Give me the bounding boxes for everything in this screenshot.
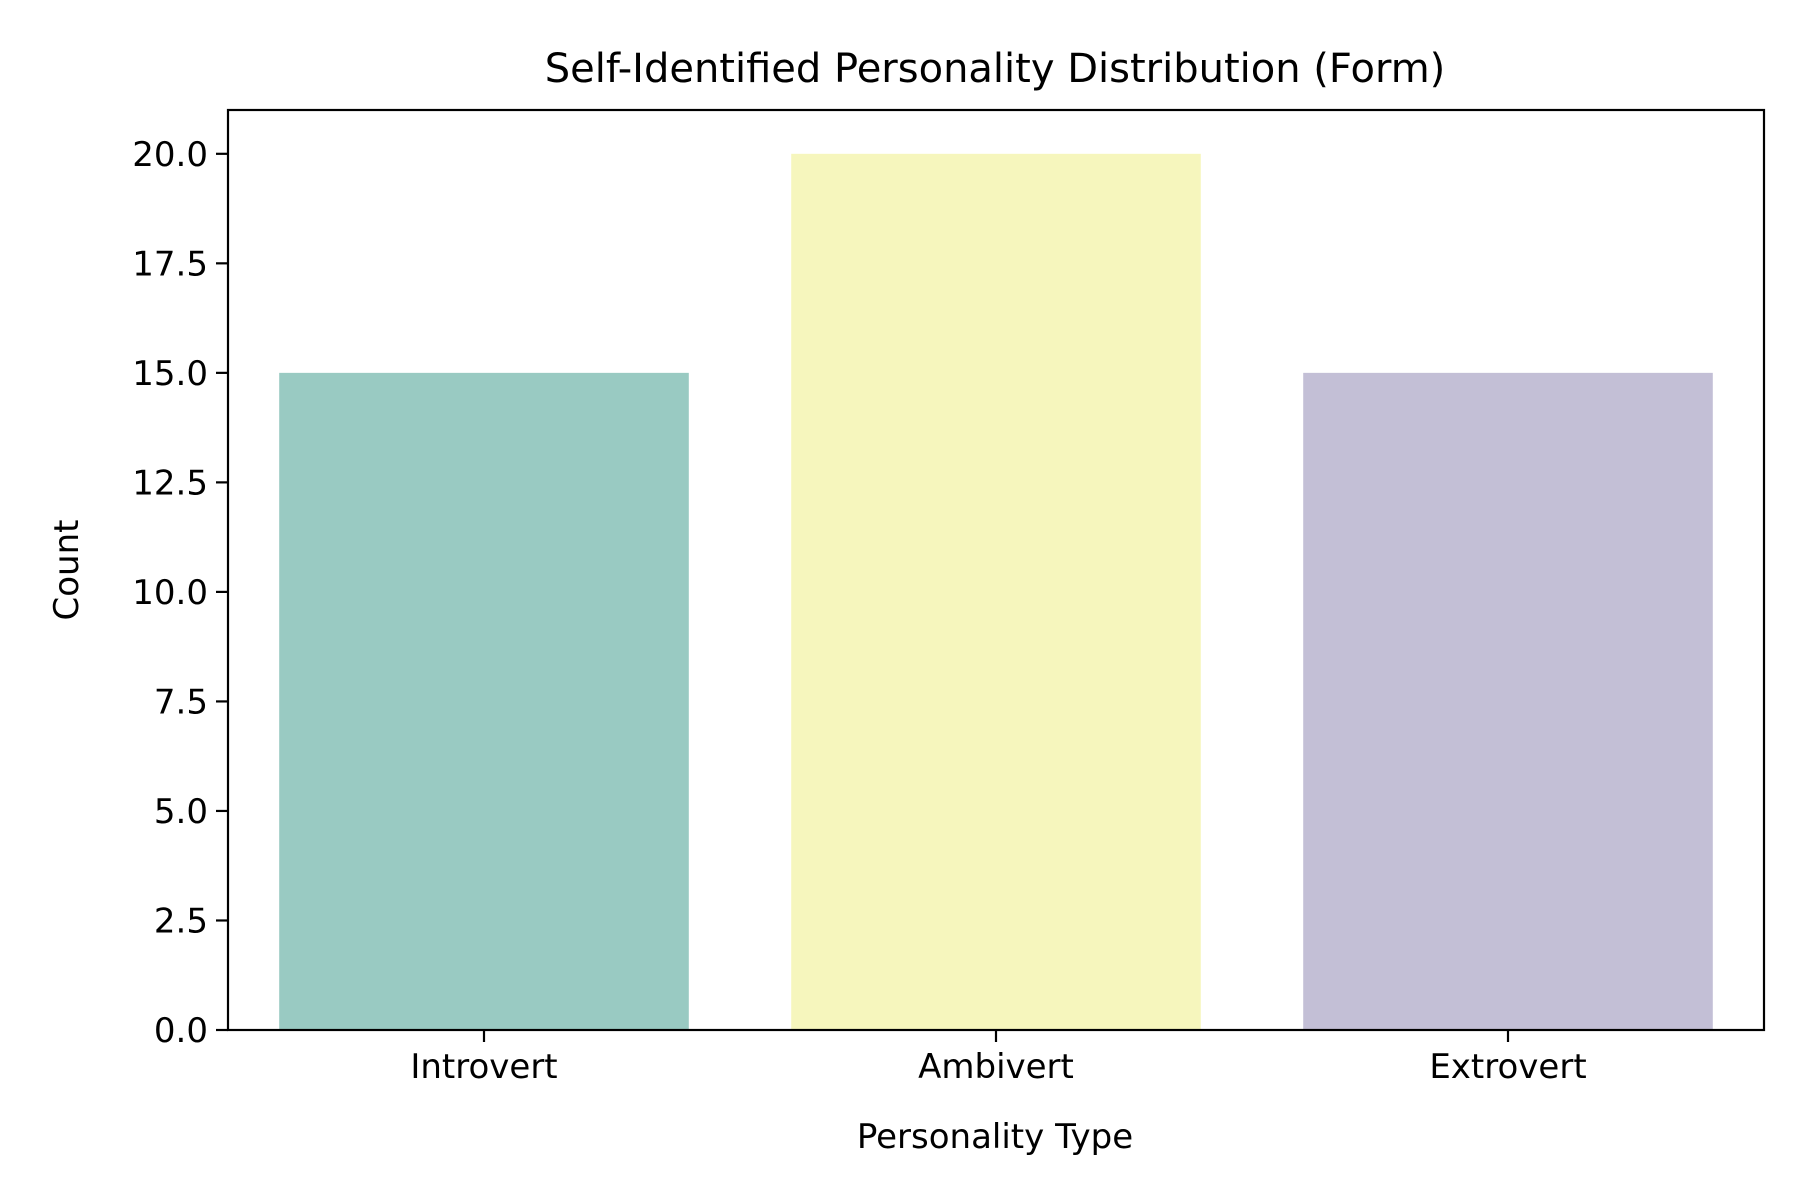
y-axis-label: Count xyxy=(47,520,87,621)
y-tick-label: 12.5 xyxy=(132,463,208,503)
bar-ambivert xyxy=(791,153,1201,1031)
y-tick-label: 20.0 xyxy=(132,135,208,175)
y-tick-label: 0.0 xyxy=(154,1011,208,1051)
x-tick-label-introvert: Introvert xyxy=(410,1047,557,1087)
bars-group xyxy=(279,153,1713,1031)
y-tick-label: 7.5 xyxy=(154,682,208,722)
y-tick-label: 10.0 xyxy=(132,573,208,613)
x-axis-label: Personality Type xyxy=(857,1117,1133,1157)
y-tick-label: 17.5 xyxy=(132,244,208,284)
y-tick-label: 2.5 xyxy=(154,901,208,941)
chart-title: Self-Identified Personality Distribution… xyxy=(545,46,1446,92)
y-tick-label: 5.0 xyxy=(154,792,208,832)
bar-extrovert xyxy=(1303,372,1713,1030)
bar-introvert xyxy=(279,372,689,1030)
y-axis: 0.0 2.5 5.0 7.5 10.0 12.5 15.0 17.5 20.0 xyxy=(132,135,228,1051)
x-tick-label-extrovert: Extrovert xyxy=(1429,1047,1586,1087)
y-tick-label: 15.0 xyxy=(132,354,208,394)
x-tick-label-ambivert: Ambivert xyxy=(918,1047,1074,1087)
axes-frame xyxy=(226,108,1766,1032)
x-axis: Introvert Ambivert Extrovert xyxy=(410,1030,1587,1087)
